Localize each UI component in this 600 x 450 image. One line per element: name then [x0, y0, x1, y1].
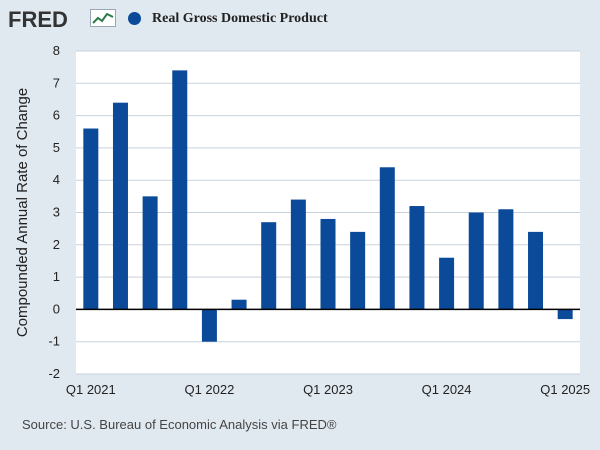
bar-q1-2025 [557, 309, 573, 320]
bar-q2-2022 [231, 299, 247, 310]
bar-q4-2022 [290, 199, 306, 310]
y-tick-label: 0 [53, 301, 60, 316]
x-tick-label: Q1 2022 [184, 382, 234, 397]
bar-q2-2023 [350, 231, 366, 310]
bar-q4-2021 [172, 70, 188, 310]
source-note: Source: U.S. Bureau of Economic Analysis… [22, 417, 337, 432]
x-tick-label: Q1 2025 [540, 382, 590, 397]
y-tick-label: 5 [53, 140, 60, 155]
line-graph-icon [90, 9, 116, 27]
bar-q3-2021 [142, 196, 158, 310]
bar-q1-2022 [201, 309, 217, 342]
bar-q3-2022 [261, 222, 277, 310]
bar-q2-2024 [468, 212, 484, 310]
x-tick-label: Q1 2023 [303, 382, 353, 397]
legend-label: Real Gross Domestic Product [152, 11, 328, 26]
header: FRED Real Gross Domestic Product [0, 0, 600, 40]
bar-q1-2024 [439, 257, 455, 310]
bar-q1-2021 [83, 128, 99, 310]
y-axis-label: Compounded Annual Rate of Change [14, 88, 31, 337]
fred-logo[interactable]: FRED [8, 7, 68, 32]
y-tick-label: -2 [48, 366, 60, 381]
bar-chart: -2 -1 0 1 2 3 4 5 6 7 8 Q1 2021 Q1 2022 Q1 2023 Q1 202… [14, 43, 590, 397]
y-tick-label: 3 [53, 205, 60, 220]
bar-q3-2024 [498, 209, 514, 310]
y-tick-label: 7 [53, 75, 60, 90]
bar-q1-2023 [320, 218, 336, 310]
bar-q2-2021 [112, 102, 128, 310]
bar-q4-2023 [409, 206, 425, 310]
y-tick-label: -1 [48, 334, 60, 349]
x-tick-label: Q1 2021 [66, 382, 116, 397]
y-tick-label: 2 [53, 237, 60, 252]
bar-q3-2023 [379, 167, 395, 310]
y-tick-label: 8 [53, 43, 60, 58]
legend-marker [128, 12, 141, 25]
y-tick-label: 4 [53, 172, 60, 187]
y-tick-label: 6 [53, 108, 60, 123]
x-tick-label: Q1 2024 [422, 382, 472, 397]
y-tick-label: 1 [53, 269, 60, 284]
bar-q4-2024 [528, 231, 544, 310]
